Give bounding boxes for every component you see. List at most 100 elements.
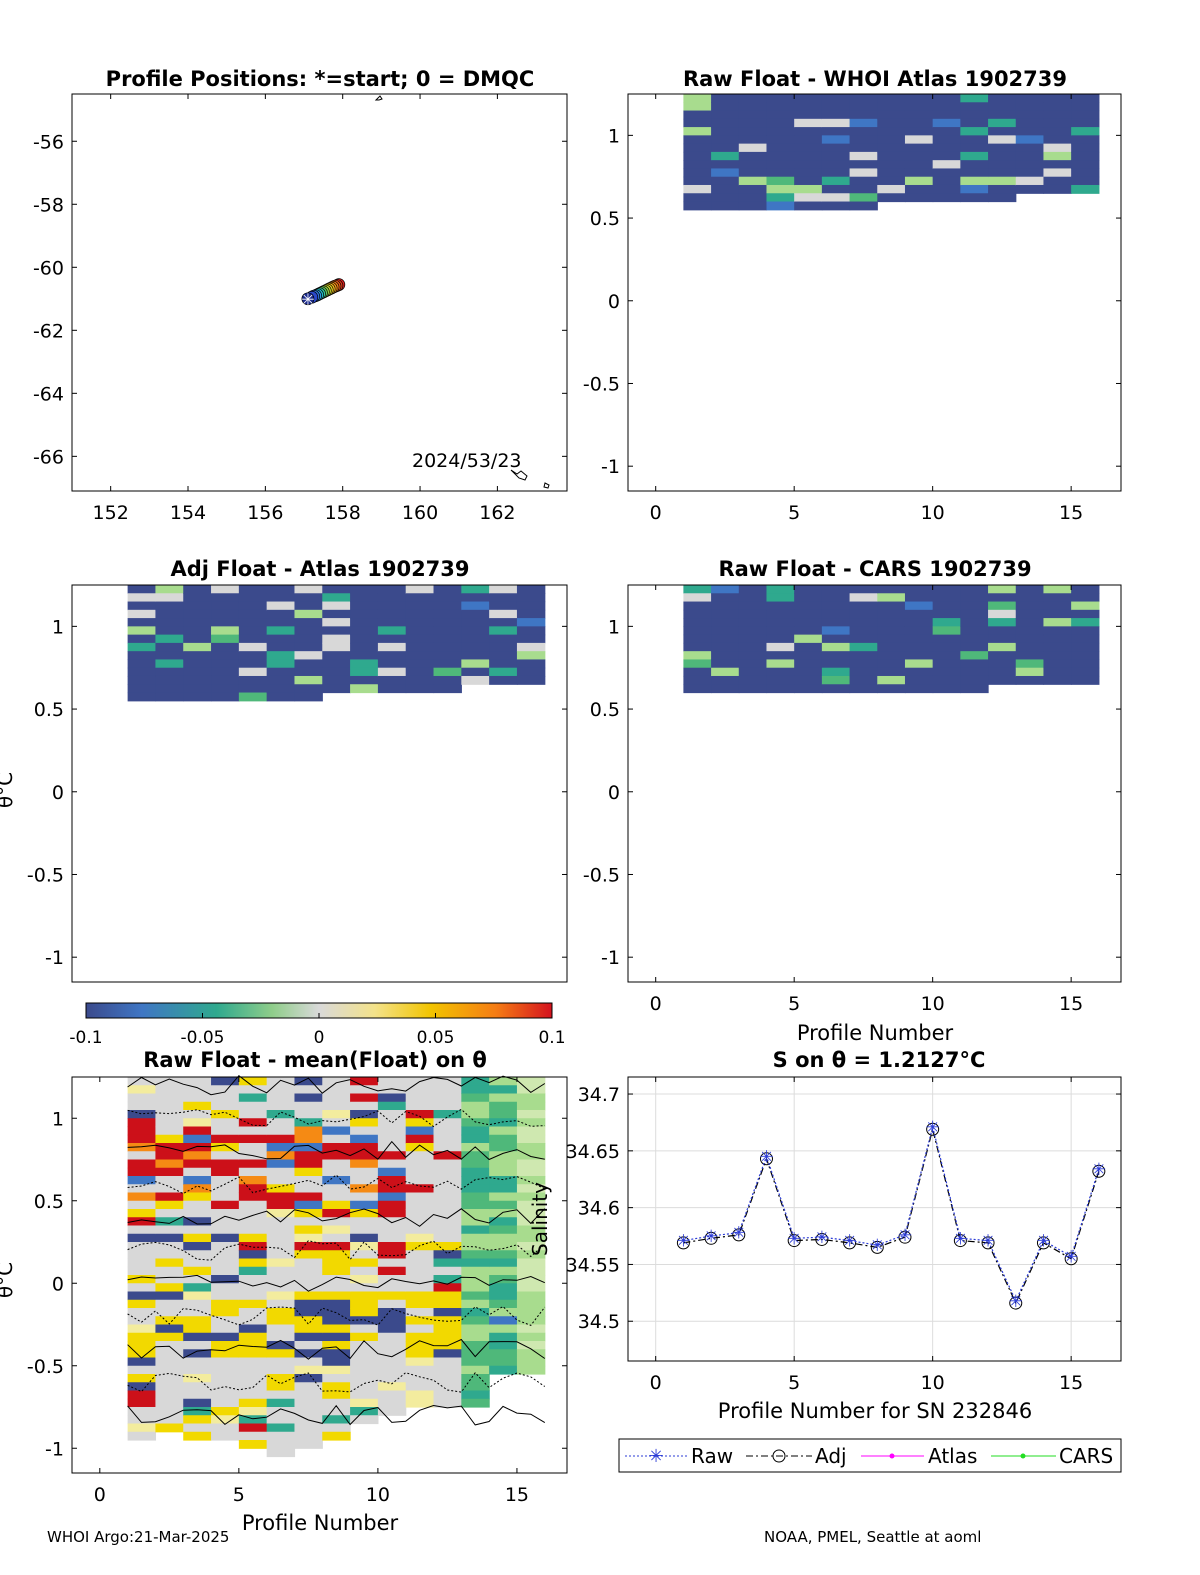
contour-line bbox=[127, 1404, 546, 1426]
x-tick-label: 160 bbox=[402, 502, 438, 524]
heatmap-cell bbox=[877, 160, 906, 170]
raw-atlas-title: Raw Float - WHOI Atlas 1902739 bbox=[683, 67, 1067, 91]
heatmap-cell bbox=[1015, 601, 1045, 611]
heatmap-cell bbox=[988, 642, 1017, 652]
heatmap-cell bbox=[266, 609, 296, 619]
heatmap-cell bbox=[461, 1118, 490, 1128]
heatmap-cell bbox=[266, 1390, 296, 1400]
heatmap-cell bbox=[766, 684, 795, 694]
heatmap-cell bbox=[405, 1390, 435, 1400]
heatmap-cell bbox=[516, 667, 546, 677]
heatmap-cell bbox=[322, 1192, 351, 1202]
heatmap-cell bbox=[155, 1242, 184, 1251]
raw-point: ✳ bbox=[870, 1236, 884, 1256]
heatmap-cell bbox=[461, 1093, 490, 1103]
heatmap-cell bbox=[433, 1242, 462, 1251]
heatmap-cell bbox=[211, 1407, 240, 1416]
raw-point: ✳ bbox=[704, 1227, 718, 1247]
heatmap-cell bbox=[127, 1275, 157, 1284]
heatmap-cell bbox=[350, 684, 379, 694]
heatmap-cell bbox=[683, 110, 712, 120]
heatmap-cell bbox=[211, 692, 240, 702]
heatmap-cell bbox=[711, 143, 740, 153]
heatmap-cell bbox=[461, 1159, 490, 1169]
heatmap-cell bbox=[738, 151, 768, 161]
heatmap-cell bbox=[266, 618, 296, 627]
heatmap-cell bbox=[127, 1093, 157, 1103]
heatmap-cell bbox=[183, 1275, 212, 1284]
heatmap-cell bbox=[683, 634, 712, 644]
heatmap-cell bbox=[294, 1143, 323, 1152]
y-tick-label: 34.55 bbox=[566, 1254, 620, 1276]
heatmap-cell bbox=[738, 675, 768, 685]
heatmap-cell bbox=[461, 1184, 490, 1194]
heatmap-cell bbox=[489, 1250, 518, 1260]
heatmap-cell bbox=[904, 94, 934, 103]
heatmap-cell bbox=[711, 193, 740, 203]
heatmap-cell bbox=[849, 102, 878, 112]
heatmap-cell bbox=[821, 135, 851, 145]
heatmap-cell bbox=[155, 1085, 184, 1095]
heatmap-cell bbox=[960, 118, 989, 128]
heatmap-cell bbox=[904, 593, 934, 603]
heatmap-cell bbox=[821, 601, 851, 611]
heatmap-cell bbox=[377, 1126, 407, 1136]
heatmap-cell bbox=[183, 626, 212, 636]
heatmap-cell bbox=[766, 659, 795, 669]
heatmap-cell bbox=[238, 1159, 268, 1169]
heatmap-cell bbox=[350, 1209, 379, 1218]
heatmap-cell bbox=[821, 651, 851, 661]
heatmap-cell bbox=[794, 110, 823, 120]
heatmap-cell bbox=[461, 1349, 490, 1359]
heatmap-cell bbox=[489, 1308, 518, 1317]
heatmap-cell bbox=[155, 1390, 184, 1400]
y-tick-label: 1 bbox=[608, 125, 620, 147]
heatmap-cell bbox=[266, 692, 296, 702]
heatmap-cell bbox=[211, 1332, 240, 1342]
heatmap-cell bbox=[322, 1431, 351, 1441]
heatmap-cell bbox=[211, 1341, 240, 1350]
heatmap-cell bbox=[377, 1242, 407, 1251]
heatmap-cell bbox=[211, 1382, 240, 1392]
heatmap-cell bbox=[266, 1258, 296, 1268]
heatmap-cell bbox=[516, 1209, 546, 1218]
heatmap-cell bbox=[1043, 659, 1072, 669]
heatmap-cell bbox=[127, 1258, 157, 1268]
heatmap-cell bbox=[1015, 160, 1045, 170]
heatmap-cell bbox=[377, 659, 407, 669]
heatmap-cell bbox=[516, 1233, 546, 1243]
heatmap-cell bbox=[238, 651, 268, 661]
heatmap-cell bbox=[904, 118, 934, 128]
heatmap-cell bbox=[183, 1209, 212, 1218]
heatmap-cell bbox=[433, 593, 462, 603]
heatmap-cell bbox=[183, 651, 212, 661]
heatmap-cell bbox=[711, 94, 740, 103]
heatmap-cell bbox=[877, 118, 906, 128]
heatmap-cell bbox=[294, 1118, 323, 1128]
heatmap-cell bbox=[322, 634, 351, 644]
heatmap-cell bbox=[433, 667, 462, 677]
heatmap-cell bbox=[711, 102, 740, 112]
heatmap-cell bbox=[766, 626, 795, 636]
heatmap-cell bbox=[516, 1101, 546, 1111]
heatmap-cell bbox=[155, 1275, 184, 1284]
heatmap-cell bbox=[350, 1126, 379, 1136]
heatmap-cell bbox=[155, 1184, 184, 1194]
raw-atlas-ticks: 0 5 10 15 1 0.5 0 -0.5 -1 bbox=[583, 94, 1121, 524]
heatmap-cell bbox=[516, 1118, 546, 1128]
heatmap-cell bbox=[766, 201, 795, 211]
heatmap-cell bbox=[294, 1390, 323, 1400]
heatmap-cell bbox=[266, 1176, 296, 1185]
heatmap-cell bbox=[849, 659, 878, 669]
heatmap-cell bbox=[683, 168, 712, 178]
heatmap-cell bbox=[266, 1283, 296, 1293]
heatmap-cell bbox=[1043, 110, 1072, 120]
heatmap-cell bbox=[794, 618, 823, 627]
heatmap-cell bbox=[405, 1308, 435, 1317]
heatmap-cell bbox=[433, 609, 462, 619]
heatmap-cell bbox=[433, 1077, 462, 1086]
heatmap-cell bbox=[766, 667, 795, 677]
heatmap-cell bbox=[127, 1077, 157, 1086]
heatmap-cell bbox=[377, 1192, 407, 1202]
heatmap-cell bbox=[127, 1192, 157, 1202]
